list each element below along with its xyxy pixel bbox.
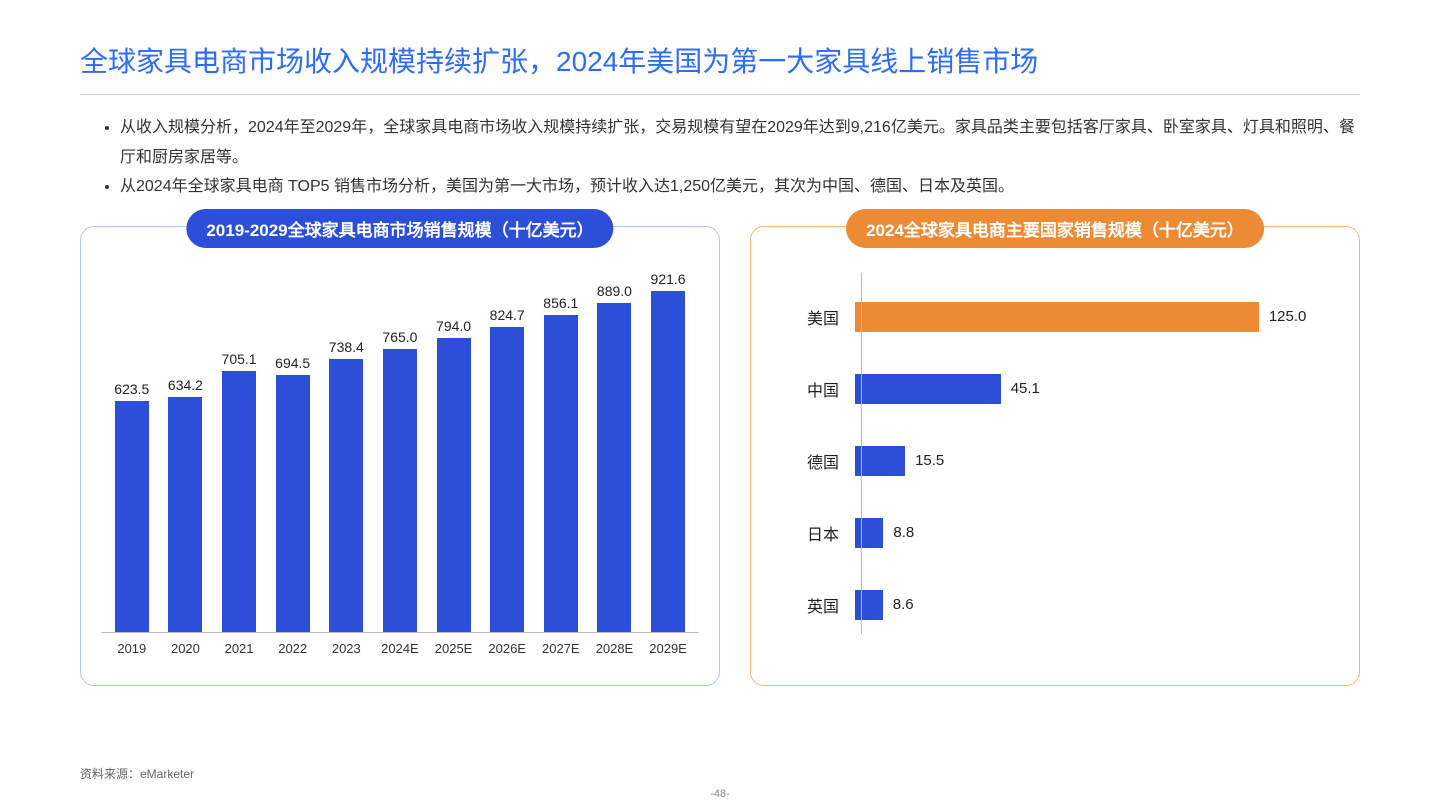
vbar-bar [115, 401, 149, 632]
footer-source: 资料来源：eMarketer [80, 765, 194, 782]
vbar-xlabel: 2025E [430, 641, 478, 656]
hbar-bar [855, 302, 1259, 332]
vbar-xlabel: 2022 [269, 641, 317, 656]
hbar-bar [855, 374, 1001, 404]
vbar-value-label: 824.7 [490, 307, 525, 323]
vbar-column: 889.0 [590, 283, 638, 632]
vbar-value-label: 705.1 [222, 351, 257, 367]
vbar-value-label: 856.1 [543, 295, 578, 311]
hbar-bar [855, 518, 883, 548]
vbar-column: 634.2 [161, 377, 209, 632]
vbar-value-label: 889.0 [597, 283, 632, 299]
hbar-category-label: 日本 [781, 521, 855, 545]
vbar-xlabel: 2024E [376, 641, 424, 656]
bullet-item: 从收入规模分析，2024年至2029年，全球家具电商市场收入规模持续扩张，交易规… [120, 113, 1360, 172]
hbar-bar [855, 590, 883, 620]
vbar-bar [329, 359, 363, 632]
hbar-value-label: 15.5 [915, 452, 944, 469]
vbar-value-label: 765.0 [382, 329, 417, 345]
vbar-xlabels: 2019 2020 2021 2022 2023 2024E 2025E 2026E 2027E… [101, 633, 699, 656]
vbar-column: 824.7 [483, 307, 531, 632]
vbar-plot: 623.5 634.2 705.1 694.5 738.4 765.0 794.0 824.7… [101, 263, 699, 633]
page-title: 全球家具电商市场收入规模持续扩张，2024年美国为第一大家具线上销售市场 [80, 40, 1360, 95]
right-chart-card: 2024全球家具电商主要国家销售规模（十亿美元） 美国125.0中国45.1德国… [750, 226, 1360, 686]
vbar-xlabel: 2019 [108, 641, 156, 656]
vbar-bar [222, 371, 256, 632]
vbar-column: 765.0 [376, 329, 424, 632]
vbar-bar [490, 327, 524, 632]
vbar-xlabel: 2023 [322, 641, 370, 656]
left-chart-title: 2019-2029全球家具电商市场销售规模（十亿美元） [186, 209, 613, 248]
hbar-category-label: 中国 [781, 377, 855, 401]
hbar-axis-line [861, 273, 862, 634]
vbar-bar [276, 375, 310, 632]
right-chart-title: 2024全球家具电商主要国家销售规模（十亿美元） [846, 209, 1264, 248]
vbar-value-label: 794.0 [436, 318, 471, 334]
vbar-value-label: 634.2 [168, 377, 203, 393]
vbar-bar [597, 303, 631, 632]
vbar-column: 738.4 [322, 339, 370, 632]
hbar-bar-wrap: 8.6 [855, 590, 1309, 620]
hbar-value-label: 8.6 [893, 596, 914, 613]
footer-page: -48- [710, 788, 730, 800]
hbar-category-label: 美国 [781, 305, 855, 329]
vbar-column: 794.0 [430, 318, 478, 632]
charts-row: 2019-2029全球家具电商市场销售规模（十亿美元） 623.5634.270… [80, 226, 1360, 686]
hbar-bar-wrap: 125.0 [855, 302, 1309, 332]
vbar-column: 623.5 [108, 381, 156, 632]
vbar-column: 705.1 [215, 351, 263, 632]
vbar-value-label: 623.5 [114, 381, 149, 397]
vbar-xlabel: 2026E [483, 641, 531, 656]
hbar-bar [855, 446, 905, 476]
bullet-list: 从收入规模分析，2024年至2029年，全球家具电商市场收入规模持续扩张，交易规… [80, 113, 1360, 202]
hbar-bar-wrap: 15.5 [855, 446, 1309, 476]
hbar-value-label: 45.1 [1011, 380, 1040, 397]
vbar-value-label: 694.5 [275, 355, 310, 371]
hbar-category-label: 德国 [781, 449, 855, 473]
bullet-item: 从2024年全球家具电商 TOP5 销售市场分析，美国为第一大市场，预计收入达1… [120, 172, 1360, 202]
vbar-xlabel: 2020 [161, 641, 209, 656]
hbar-value-label: 125.0 [1269, 308, 1307, 325]
left-chart-card: 2019-2029全球家具电商市场销售规模（十亿美元） 623.5634.270… [80, 226, 720, 686]
vbar-value-label: 921.6 [651, 271, 686, 287]
vbar-value-label: 738.4 [329, 339, 364, 355]
hbar-value-label: 8.8 [893, 524, 914, 541]
hbar-category-label: 英国 [781, 593, 855, 617]
hbar-bar-wrap: 45.1 [855, 374, 1309, 404]
vbar-column: 694.5 [269, 355, 317, 632]
hbar-plot: 美国 125.0 中国 45.1 德国 15.5 日本 8.8 英国 8.6 [771, 263, 1339, 658]
vbar-xlabel: 2021 [215, 641, 263, 656]
vbar-bar [651, 291, 685, 632]
vbar-xlabel: 2027E [537, 641, 585, 656]
vbar-bar [168, 397, 202, 632]
vbar-xlabel: 2029E [644, 641, 692, 656]
vbar-xlabel: 2028E [590, 641, 638, 656]
vbar-bar [383, 349, 417, 632]
vbar-bar [544, 315, 578, 632]
hbar-bar-wrap: 8.8 [855, 518, 1309, 548]
vbar-column: 856.1 [537, 295, 585, 632]
vbar-column: 921.6 [644, 271, 692, 632]
vbar-bar [437, 338, 471, 632]
